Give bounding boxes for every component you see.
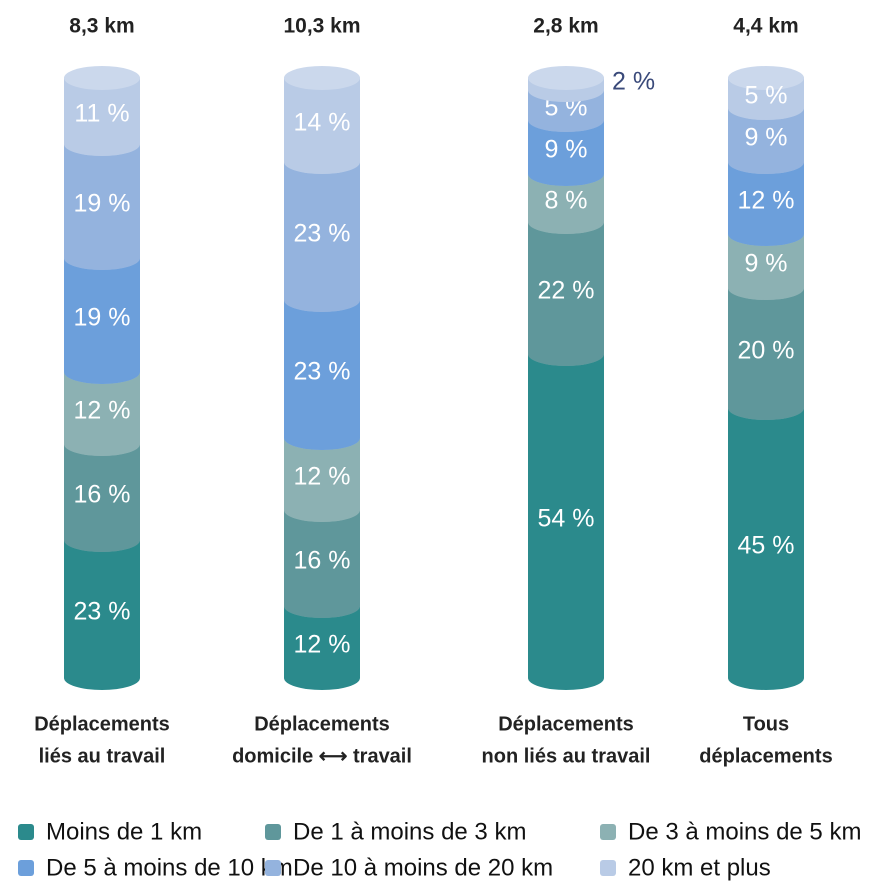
legend-swatch	[265, 860, 281, 876]
legend-label: De 10 à moins de 20 km	[293, 854, 553, 881]
bar-segment	[728, 108, 804, 174]
bar-segment	[284, 438, 360, 522]
x-tick-label: déplacements	[699, 745, 832, 767]
value-label: 9 %	[744, 124, 787, 152]
value-label: 16 %	[294, 547, 351, 575]
legend-label: Moins de 1 km	[46, 818, 202, 845]
x-tick-label: non liés au travail	[482, 745, 651, 767]
bar-segment	[284, 606, 360, 690]
bar-segment	[284, 162, 360, 312]
bar-segment	[64, 444, 140, 552]
total-label: 2,8 km	[533, 15, 598, 38]
bar-segment	[728, 408, 804, 690]
bar-segment-cap	[528, 66, 604, 90]
legend-swatch	[18, 824, 34, 840]
bar-segment	[64, 258, 140, 384]
bar-segment	[728, 234, 804, 300]
value-label: 9 %	[744, 250, 787, 278]
total-label: 4,4 km	[733, 15, 798, 38]
x-tick-label: Déplacements	[254, 713, 390, 735]
value-label: 9 %	[544, 136, 587, 164]
value-label: 5 %	[744, 82, 787, 110]
bar-segment	[64, 540, 140, 690]
x-tick-label: Déplacements	[34, 713, 170, 735]
bar-segment	[528, 120, 604, 186]
legend-label: De 1 à moins de 3 km	[293, 818, 526, 845]
bar-segment	[64, 372, 140, 456]
bar-segment	[284, 78, 360, 174]
legend-label: De 3 à moins de 5 km	[628, 818, 861, 845]
bar-segment	[528, 222, 604, 366]
value-label: 8 %	[544, 187, 587, 215]
value-label: 12 %	[294, 463, 351, 491]
bar-segment	[728, 78, 804, 120]
bar-segment	[284, 510, 360, 618]
value-label: 19 %	[74, 190, 131, 218]
value-label: 54 %	[538, 505, 595, 533]
bar-segment	[528, 354, 604, 690]
value-label: 14 %	[294, 109, 351, 137]
value-label: 22 %	[538, 277, 595, 305]
bar-segment	[728, 162, 804, 246]
x-tick-label: liés au travail	[39, 745, 166, 767]
value-label: 16 %	[74, 481, 131, 509]
bar-segment	[284, 300, 360, 450]
value-label: 45 %	[738, 532, 795, 560]
value-label: 12 %	[74, 397, 131, 425]
bar-segment-cap	[728, 66, 804, 90]
legend-swatch	[600, 824, 616, 840]
legend-label: De 5 à moins de 10 km	[46, 854, 293, 881]
bar-segment	[64, 78, 140, 156]
bar-segment	[528, 90, 604, 132]
legend-swatch	[265, 824, 281, 840]
total-label: 8,3 km	[69, 15, 134, 38]
bar-segment	[64, 144, 140, 270]
bar-segment	[528, 174, 604, 234]
x-tick-label: domicile ⟷ travail	[232, 745, 412, 767]
value-label: 23 %	[74, 598, 131, 626]
value-label: 20 %	[738, 337, 795, 365]
value-label: 12 %	[294, 631, 351, 659]
value-label: 23 %	[294, 358, 351, 386]
legend-label: 20 km et plus	[628, 854, 771, 881]
value-label: 2 %	[612, 68, 655, 96]
legend-swatch	[18, 860, 34, 876]
legend-swatch	[600, 860, 616, 876]
x-tick-label: Tous	[743, 713, 789, 735]
value-label: 12 %	[738, 187, 795, 215]
total-label: 10,3 km	[283, 15, 360, 38]
value-label: 19 %	[74, 304, 131, 332]
bar-segment-cap	[284, 66, 360, 90]
value-label: 23 %	[294, 220, 351, 248]
bar-segment-cap	[64, 66, 140, 90]
bar-segment	[728, 288, 804, 420]
value-label: 11 %	[74, 100, 129, 128]
x-tick-label: Déplacements	[498, 713, 634, 735]
